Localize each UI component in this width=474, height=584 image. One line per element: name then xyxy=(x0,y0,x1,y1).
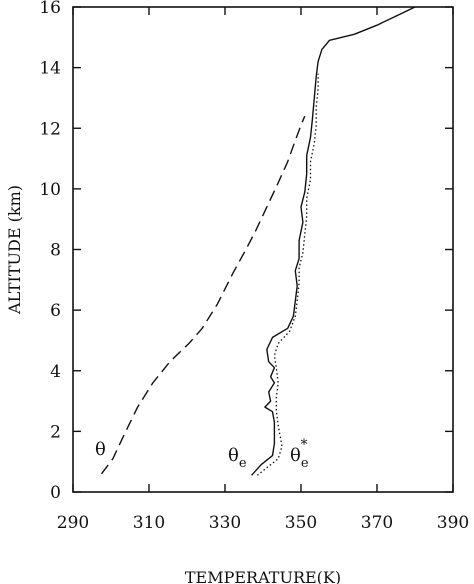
y-tick-label: 0 xyxy=(50,483,61,503)
axis-ticks xyxy=(72,6,454,493)
series-line-theta-e-star xyxy=(256,73,319,476)
y-tick-label: 2 xyxy=(50,422,61,442)
series-lines xyxy=(100,6,416,476)
x-tick-label: 330 xyxy=(209,513,241,533)
series-line-theta xyxy=(100,115,306,475)
y-tick-label: 16 xyxy=(39,0,61,18)
series-labels: θ θe θe* xyxy=(95,437,309,471)
series-label-theta-e-star: θe* xyxy=(290,437,309,471)
series-label-theta-e: θe xyxy=(228,445,247,471)
y-tick-label: 10 xyxy=(39,180,61,200)
x-tick-label: 390 xyxy=(437,513,469,533)
plot-frame xyxy=(72,6,454,493)
y-tick-label: 6 xyxy=(50,301,61,321)
y-tick-label: 4 xyxy=(50,362,61,382)
y-tick-label: 12 xyxy=(39,119,61,139)
y-tick-label: 8 xyxy=(50,241,61,261)
x-tick-label: 310 xyxy=(133,513,165,533)
x-tick-label: 290 xyxy=(57,513,89,533)
y-axis-title: ALTITUDE (km) xyxy=(5,185,24,315)
series-line-theta-e xyxy=(251,6,416,476)
series-label-theta: θ xyxy=(95,439,106,460)
x-tick-label: 350 xyxy=(285,513,317,533)
axis-tick-labels: 290 310 330 350 370 390 0 2 4 6 8 10 12 14 16 xyxy=(39,0,469,533)
y-tick-label: 14 xyxy=(39,59,61,79)
x-axis-title: TEMPERATURE(K) xyxy=(185,568,341,584)
x-tick-label: 370 xyxy=(361,513,393,533)
